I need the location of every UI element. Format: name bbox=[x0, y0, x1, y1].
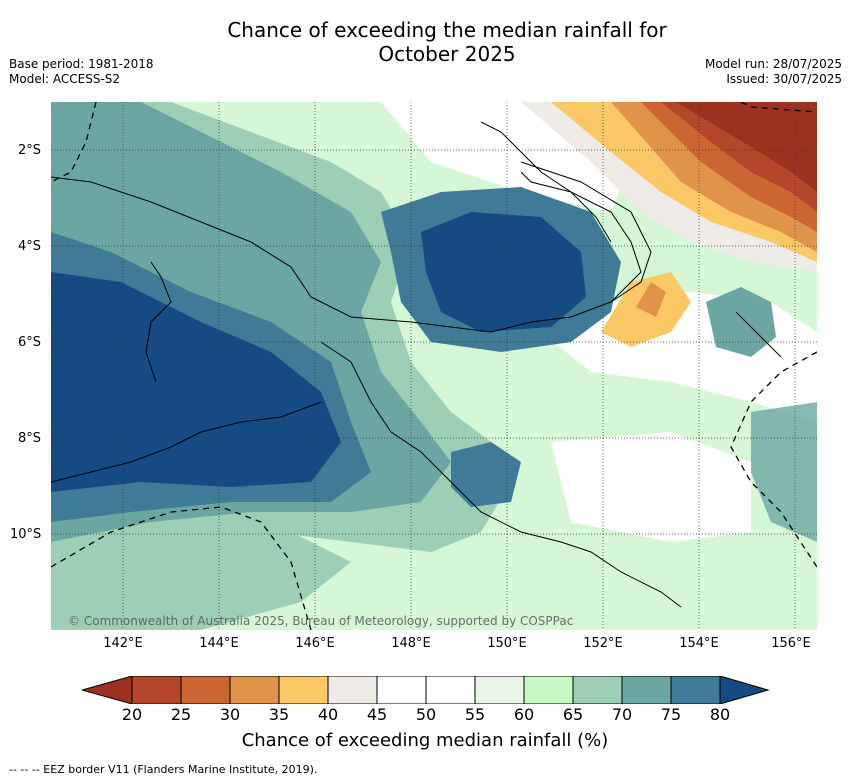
region-white-se bbox=[551, 432, 751, 542]
bougainville bbox=[735, 311, 782, 358]
lon-label-146e: 146°E bbox=[295, 636, 335, 651]
region-east-edge bbox=[751, 402, 817, 542]
gulf-coast bbox=[51, 401, 322, 483]
colorbar-extend-low bbox=[82, 676, 133, 704]
cb-tick-60: 60 bbox=[513, 705, 535, 724]
eez-footnote: -- -- -- EEZ border V11 (Flanders Marine… bbox=[9, 763, 318, 776]
new-ireland bbox=[480, 121, 612, 243]
cb-tick-35: 35 bbox=[268, 705, 290, 724]
cb-bin-75 bbox=[670, 676, 721, 704]
border-segment bbox=[145, 261, 172, 383]
cb-tick-55: 55 bbox=[464, 705, 486, 724]
region-gt80-central bbox=[421, 212, 586, 332]
cb-tick-45: 45 bbox=[366, 705, 388, 724]
colorbar-bins bbox=[131, 676, 721, 704]
cb-tick-70: 70 bbox=[611, 705, 633, 724]
chart-title: Chance of exceeding the median rainfall … bbox=[0, 18, 850, 66]
cb-bin-25 bbox=[180, 676, 231, 704]
cb-tick-40: 40 bbox=[317, 705, 339, 724]
title-line-1: Chance of exceeding the median rainfall … bbox=[227, 18, 667, 42]
lon-label-144e: 144°E bbox=[199, 636, 239, 651]
region-lt20 bbox=[676, 102, 817, 192]
new-britain bbox=[520, 161, 652, 303]
coastlines bbox=[51, 121, 782, 608]
cb-tick-75: 75 bbox=[660, 705, 682, 724]
cb-tick-80: 80 bbox=[709, 705, 731, 724]
cb-tick-50: 50 bbox=[415, 705, 437, 724]
map-svg bbox=[51, 102, 817, 630]
region-gt80-west bbox=[51, 272, 341, 492]
model-name: Model: ACCESS-S2 bbox=[9, 72, 121, 86]
cb-bin-20 bbox=[131, 676, 182, 704]
eez-sw bbox=[51, 506, 312, 630]
lat-label-4s: 4°S bbox=[18, 239, 42, 254]
title-line-2: October 2025 bbox=[378, 42, 516, 66]
lon-label-142e: 142°E bbox=[103, 636, 143, 651]
colorbar-extend-high bbox=[719, 676, 770, 704]
region-south-west bbox=[51, 522, 351, 630]
cb-bin-35 bbox=[278, 676, 329, 704]
model-run: Model run: 28/07/2025 bbox=[704, 57, 842, 71]
cb-tick-30: 30 bbox=[219, 705, 241, 724]
cb-tick-20: 20 bbox=[121, 705, 143, 724]
region-bougainville bbox=[706, 287, 776, 357]
meta-right: Model run: 28/07/2025 Issued: 30/07/2025 bbox=[705, 57, 842, 87]
cb-bin-40 bbox=[327, 676, 378, 704]
lon-label-148e: 148°E bbox=[391, 636, 431, 651]
copyright-notice: © Commonwealth of Australia 2025, Bureau… bbox=[68, 614, 574, 628]
gridlines bbox=[51, 102, 817, 630]
lat-label-10s: 10°S bbox=[10, 527, 42, 542]
cb-tick-65: 65 bbox=[562, 705, 584, 724]
cb-bin-55 bbox=[474, 676, 525, 704]
cb-bin-50 bbox=[425, 676, 476, 704]
eez-nw bbox=[51, 102, 97, 183]
base-period: Base period: 1981-2018 bbox=[9, 57, 154, 71]
lon-label-156e: 156°E bbox=[771, 636, 811, 651]
region-south-blob bbox=[451, 442, 521, 507]
png-south-coast bbox=[320, 341, 682, 608]
eez-se bbox=[730, 351, 817, 568]
eez-ne bbox=[740, 102, 817, 113]
colorbar bbox=[82, 676, 770, 704]
meta-left: Base period: 1981-2018 Model: ACCESS-S2 bbox=[9, 57, 154, 87]
lat-label-8s: 8°S bbox=[18, 431, 42, 446]
lon-label-154e: 154°E bbox=[679, 636, 719, 651]
rainfall-map: © Commonwealth of Australia 2025, Bureau… bbox=[51, 102, 817, 630]
cb-bin-65 bbox=[572, 676, 623, 704]
cb-bin-60 bbox=[523, 676, 574, 704]
lat-label-6s: 6°S bbox=[18, 335, 42, 350]
issued-date: Issued: 30/07/2025 bbox=[726, 72, 842, 86]
cb-tick-25: 25 bbox=[170, 705, 192, 724]
png-north-coast bbox=[51, 171, 642, 333]
eez-borders bbox=[51, 102, 817, 630]
cb-bin-45 bbox=[376, 676, 427, 704]
cb-bin-70 bbox=[621, 676, 672, 704]
cb-bin-30 bbox=[229, 676, 280, 704]
region-orange-core bbox=[636, 282, 666, 317]
lon-label-152e: 152°E bbox=[583, 636, 623, 651]
lon-label-150e: 150°E bbox=[487, 636, 527, 651]
lat-label-2s: 2°S bbox=[18, 143, 42, 158]
colorbar-label: Chance of exceeding median rainfall (%) bbox=[241, 730, 609, 751]
